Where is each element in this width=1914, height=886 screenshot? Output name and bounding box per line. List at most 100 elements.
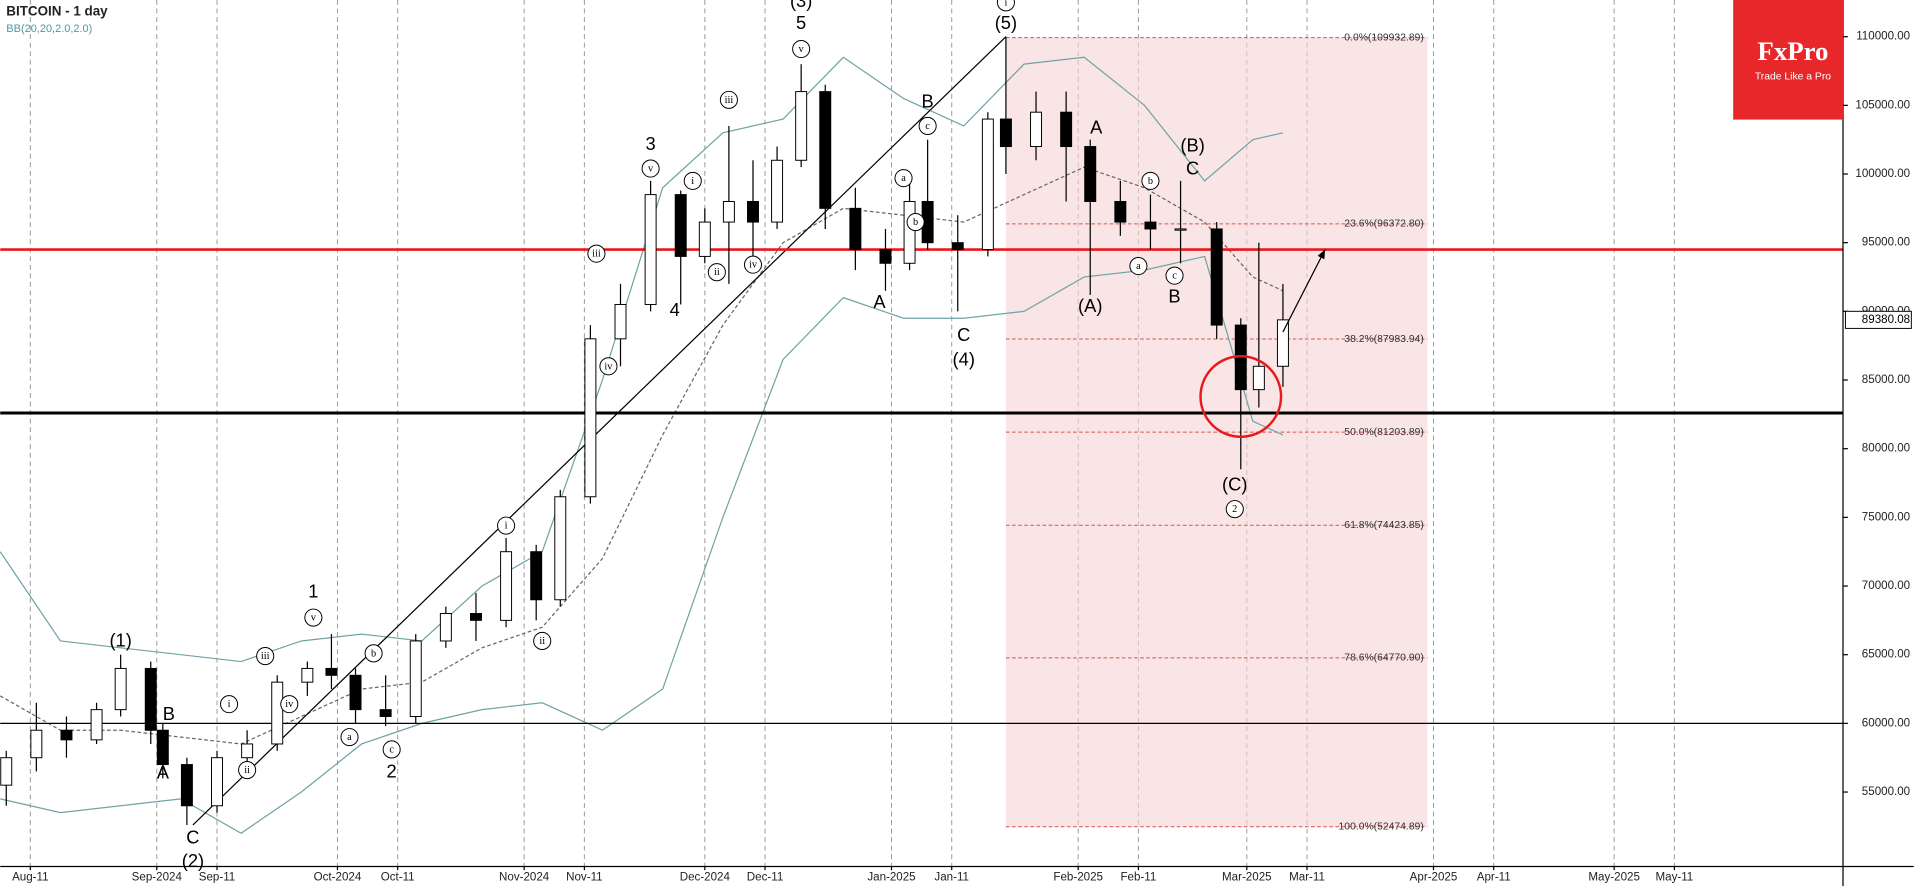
candle-body [325,667,338,676]
wave-circle [683,171,702,190]
y-tick-label: 110000.00 [1856,31,1910,43]
wave-circle [792,39,811,59]
wave-label: (3) [790,0,812,11]
candle-body [180,764,193,807]
candle-body [30,729,43,759]
wave-circle [707,263,726,282]
candle-body [241,743,254,759]
candle-body [903,200,916,264]
wave-label: b [1148,176,1153,187]
candle-body [674,194,687,257]
candle-body [1276,319,1289,367]
fib-label: 78.6%(64770.90) [1344,653,1423,664]
wave-label: i [691,176,694,187]
candle-body [644,194,657,305]
candle-body [879,249,892,264]
candle-body [114,667,127,711]
bollinger-band [0,255,1284,834]
wave-label: iii [261,651,270,662]
candle-body [271,681,284,745]
wave-label: 3 [646,133,656,154]
wave-circle [743,255,763,274]
y-tick-label: 55000.00 [1862,786,1910,798]
y-tick-label: 80000.00 [1862,443,1910,455]
wave-label: iii [725,95,734,106]
y-tick-label: 105000.00 [1855,99,1910,111]
wave-label: B [922,90,934,111]
x-tick-label: May-11 [1656,872,1694,884]
wave-circle [220,695,239,714]
x-tick-label: Dec-11 [747,872,783,884]
wave-label: A [157,762,170,783]
wave-circle [340,728,359,747]
candle-body [614,303,627,340]
wave-circle [497,516,516,535]
wave-circle [1225,500,1244,519]
x-tick-label: Jan-2025 [867,872,915,884]
candle-body [819,91,832,209]
candle-body [1060,111,1073,148]
candle-body [999,118,1012,148]
wave-label: ii [539,636,545,647]
wave-label: C [186,826,199,847]
x-tick-label: Nov-2024 [499,872,550,884]
fib-label: 0.0%(109932.89) [1344,32,1423,43]
candle-body [211,757,223,807]
indicator-label: BB(20,20,2.0,2.0) [6,23,92,35]
wave-circle [280,695,299,714]
wave-label: A [873,291,886,312]
wave-circle [1129,256,1148,276]
wave-label: (C) [1222,474,1247,495]
wave-circle [996,0,1015,12]
bollinger-band [0,166,1284,745]
wave-circle [894,169,913,188]
x-tick-label: Mar-2025 [1222,872,1272,884]
wave-label: iii [592,249,601,260]
wave-circle [719,90,738,109]
wave-circle [641,159,660,178]
candle-body [156,729,169,766]
wave-label: A [1090,117,1103,138]
candle-body [747,200,759,223]
wave-label: 2 [1232,504,1237,515]
x-tick-label: Sep-2024 [132,872,183,884]
x-tick-label: Dec-2024 [680,872,731,884]
fib-label: 38.2%(87983.94) [1344,334,1423,345]
wave-label: iv [285,699,294,710]
fib-label: 23.6%(96372.80) [1344,219,1423,230]
candle-body [0,757,13,786]
x-tick-label: Mar-11 [1289,872,1325,884]
wave-label: iv [604,361,613,372]
candle-body [1252,365,1265,391]
wave-circle [364,644,383,663]
wave-circle [599,357,618,376]
x-tick-label: Feb-2025 [1053,872,1103,884]
candle-body [379,709,392,717]
y-tick-label: 75000.00 [1862,511,1910,523]
candle-body [554,496,567,601]
wave-label: v [799,44,805,55]
candle-body [1174,228,1187,231]
y-tick-label: 85000.00 [1862,374,1910,386]
wave-circle [906,213,925,232]
x-tick-label: Aug-11 [12,872,48,884]
candle-body [584,338,597,498]
candle-body [849,207,862,251]
wave-circle [587,244,606,263]
y-tick-label: 70000.00 [1862,580,1910,592]
logo-name: FxPro [1757,36,1828,66]
x-tick-label: Jan-11 [934,872,969,884]
last-price-label: 89380.08 [1862,314,1910,326]
candle-body [409,640,422,717]
wave-label: ii [714,267,720,278]
wave-label: 4 [670,299,680,320]
last-price-box [1844,310,1912,329]
chart-title: BITCOIN - 1 day [6,4,108,19]
wave-label: (2) [182,850,204,871]
wave-label: c [389,744,394,755]
y-tick-label: 65000.00 [1862,649,1910,661]
x-tick-label: Oct-2024 [314,872,362,884]
wave-label: c [925,121,930,132]
logo-tagline: Trade Like a Pro [1755,72,1831,83]
